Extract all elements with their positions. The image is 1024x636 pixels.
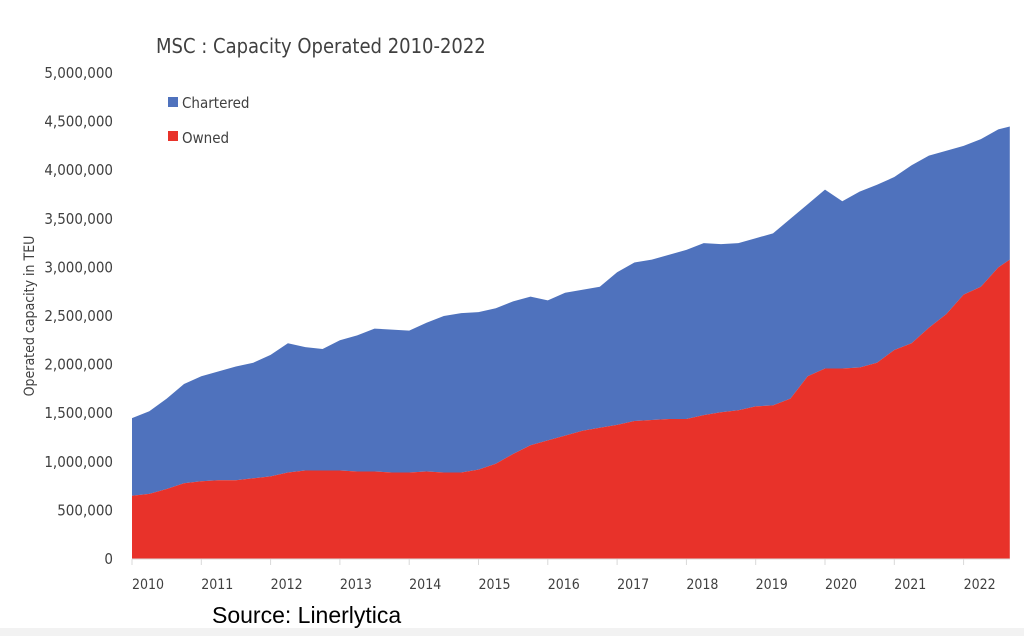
y-tick-label: 4,500,000 xyxy=(44,113,113,131)
legend-swatch-owned xyxy=(168,131,178,141)
x-tick-label: 2021 xyxy=(894,577,926,593)
y-tick-label: 2,500,000 xyxy=(44,307,113,325)
x-tick-label: 2018 xyxy=(686,577,718,593)
x-tick-label: 2017 xyxy=(617,577,649,593)
y-tick-label: 1,000,000 xyxy=(44,453,113,471)
x-tick-label: 2013 xyxy=(340,577,372,593)
x-tick-label: 2012 xyxy=(271,577,303,593)
x-tick-label: 2016 xyxy=(548,577,580,593)
legend-label-chartered: Chartered xyxy=(182,94,249,112)
x-tick-label: 2019 xyxy=(756,577,788,593)
y-tick-label: 5,000,000 xyxy=(44,64,113,82)
y-tick-label: 500,000 xyxy=(57,501,113,519)
legend-swatch-chartered xyxy=(168,97,178,107)
x-tick-label: 2010 xyxy=(132,577,164,593)
chart-title: MSC : Capacity Operated 2010-2022 xyxy=(156,34,486,58)
bottom-strip xyxy=(0,628,1024,636)
y-tick-label: 0 xyxy=(104,550,113,568)
y-tick-label: 3,000,000 xyxy=(44,258,113,276)
area-chartered xyxy=(132,126,1010,496)
y-tick-label: 2,000,000 xyxy=(44,356,113,374)
legend: Chartered Owned xyxy=(168,94,249,147)
y-tick-label: 1,500,000 xyxy=(44,404,113,422)
legend-label-owned: Owned xyxy=(182,129,229,147)
area-owned xyxy=(132,259,1010,559)
y-tick-label: 3,500,000 xyxy=(44,210,113,228)
x-tick-label: 2011 xyxy=(201,577,233,593)
x-tick-label: 2014 xyxy=(409,577,441,593)
x-tick-label: 2020 xyxy=(825,577,857,593)
source-note: Source: Linerlytica xyxy=(212,602,402,628)
x-tick-label: 2015 xyxy=(478,577,510,593)
y-axis-label: Operated capacity in TEU xyxy=(22,236,38,397)
x-tick-label: 2022 xyxy=(964,577,996,593)
y-tick-label: 4,000,000 xyxy=(44,161,113,179)
